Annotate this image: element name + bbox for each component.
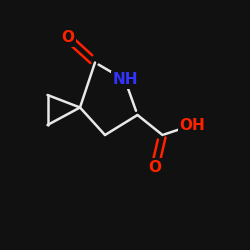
Text: O: O — [61, 30, 74, 45]
Text: OH: OH — [180, 118, 206, 132]
Text: O: O — [148, 160, 162, 175]
Text: NH: NH — [112, 72, 138, 88]
